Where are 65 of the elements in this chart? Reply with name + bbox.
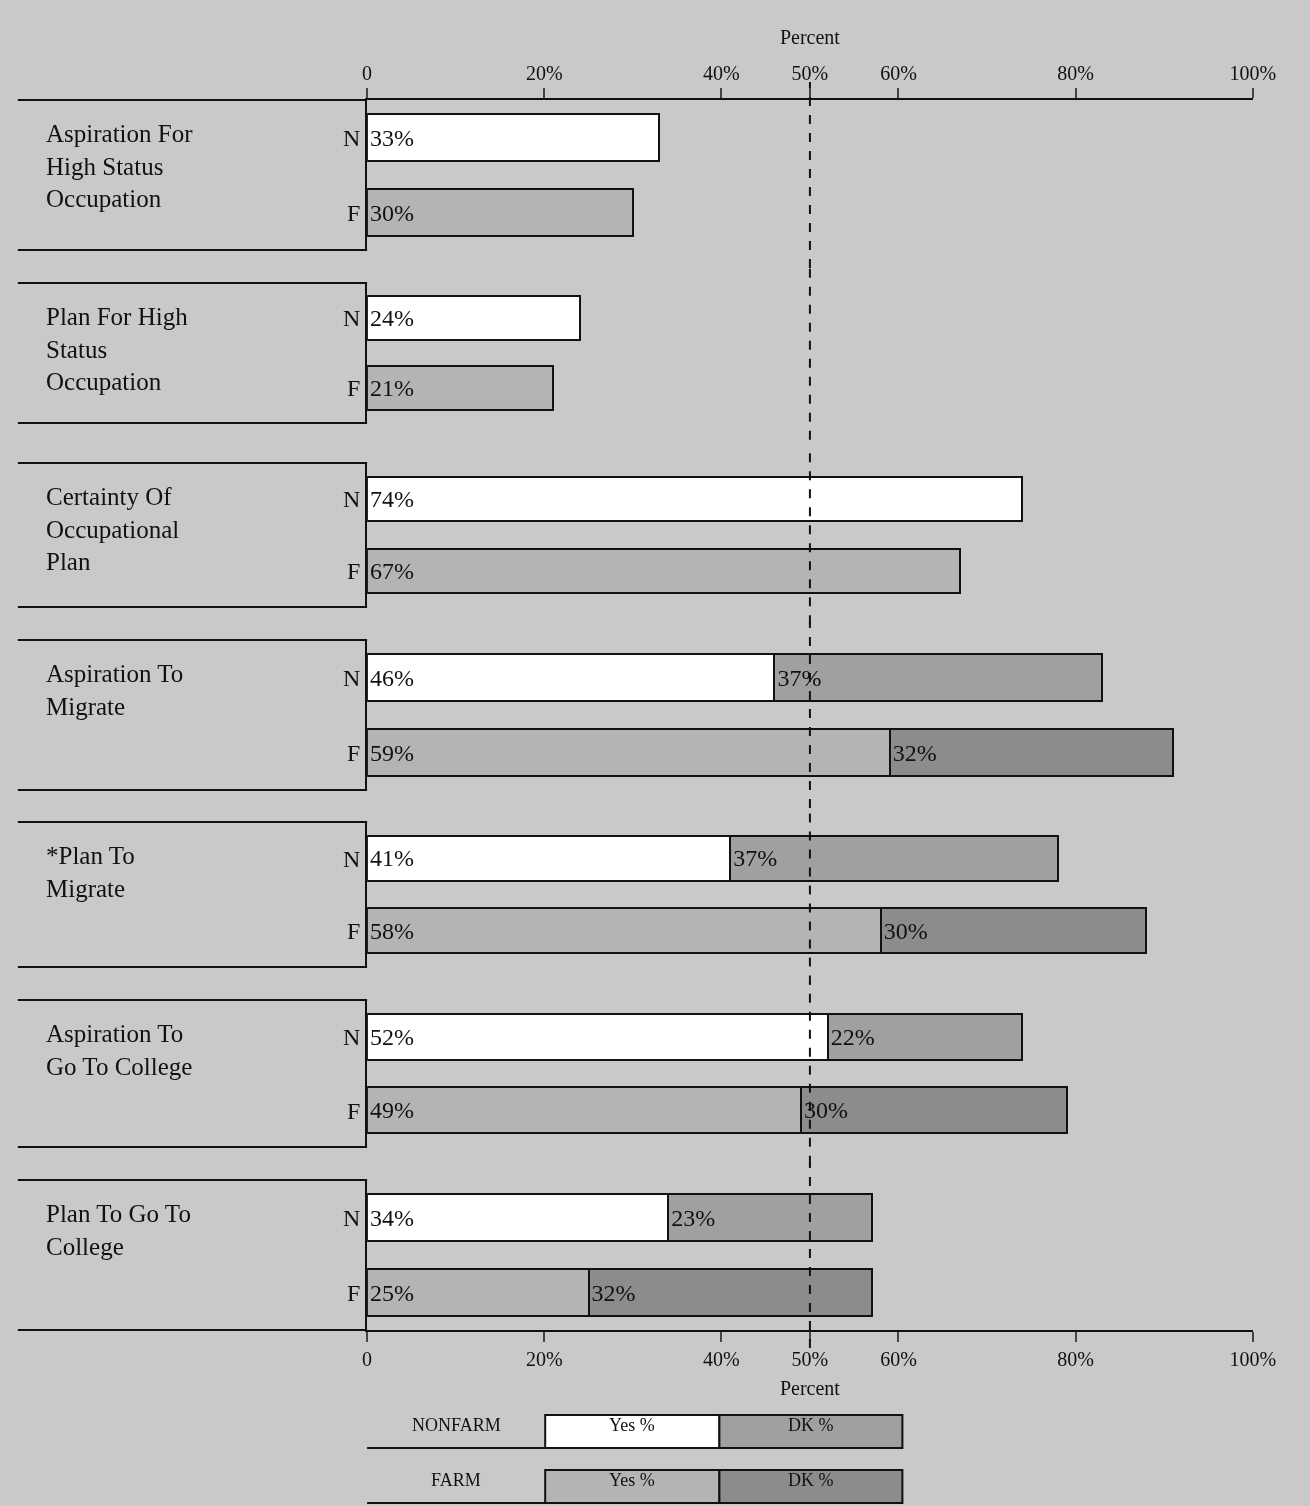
x-tick-label: 40%: [703, 62, 740, 84]
x-tick-label: 40%: [703, 1348, 740, 1370]
y-axis-title: Plan To Go To College: [46, 1200, 191, 1260]
text: DK %: [788, 1470, 834, 1490]
x-tick-label: 50%: [791, 1348, 829, 1370]
x-tick-label: 100%: [1229, 62, 1277, 84]
data-label: 37%: [733, 845, 778, 872]
data-label: 22%: [830, 1023, 875, 1050]
data-label: 58%: [370, 917, 415, 944]
x-tick-label: 60%: [880, 62, 917, 84]
text: FARM: [431, 1470, 481, 1490]
data-label: 32%: [591, 1279, 636, 1306]
data-label: 24%: [370, 305, 415, 331]
data-label: 30%: [804, 1097, 849, 1124]
y-axis-title: Aspiration To Migrate: [46, 660, 184, 720]
x-tick-label: 100%: [1229, 1348, 1277, 1370]
data-label: 23%: [671, 1204, 716, 1231]
data-label: 37%: [777, 664, 822, 691]
data-label: 32%: [892, 739, 937, 766]
x-tick-label: 0: [362, 1348, 373, 1370]
y-tick-label: F: [346, 199, 361, 226]
text: Yes %: [609, 1470, 655, 1490]
data-label: 34%: [370, 1204, 415, 1231]
y-tick-label: F: [346, 1097, 361, 1124]
x-axis-title: Percent: [779, 26, 841, 48]
text: DK %: [788, 1415, 834, 1435]
text: NONFARM: [412, 1415, 501, 1435]
y-axis-title: Aspiration To Go To College: [46, 1020, 193, 1080]
data-label: 49%: [370, 1097, 415, 1124]
data-label: 46%: [370, 664, 415, 691]
data-label: 74%: [370, 486, 415, 512]
data-label: 52%: [370, 1023, 415, 1050]
y-tick-label: F: [346, 375, 361, 402]
y-axis-title: Certainty Of Occupational Plan: [46, 483, 180, 575]
x-axis-title: Percent: [779, 1377, 841, 1399]
x-tick-label: 80%: [1057, 62, 1094, 84]
y-tick-label: N: [342, 1024, 361, 1051]
data-label: 33%: [370, 124, 415, 151]
y-tick-label: F: [346, 918, 361, 945]
data-label: 25%: [370, 1279, 415, 1306]
x-tick-label: 60%: [880, 1348, 917, 1370]
data-label: 41%: [370, 845, 415, 872]
data-label: 67%: [370, 558, 415, 584]
y-tick-label: N: [342, 124, 361, 151]
y-axis-title: Plan For High Status Occupation: [46, 303, 189, 395]
data-label: 21%: [370, 375, 415, 401]
y-tick-label: N: [342, 305, 361, 332]
x-tick-label: 0: [362, 62, 373, 84]
y-tick-label: N: [342, 845, 361, 872]
data-label: 30%: [883, 917, 928, 944]
text: Yes %: [609, 1415, 655, 1435]
y-tick-label: N: [342, 486, 361, 513]
x-tick-label: 20%: [525, 1348, 563, 1370]
x-tick-label: 50%: [791, 62, 829, 84]
y-tick-label: N: [342, 1204, 361, 1231]
data-label: 30%: [370, 199, 415, 226]
x-tick-label: 80%: [1057, 1348, 1094, 1370]
y-axis-title: Aspiration For High Status Occupation: [46, 120, 194, 212]
data-label: 59%: [370, 739, 415, 766]
x-tick-label: 20%: [525, 62, 563, 84]
y-axis-title: *Plan To Migrate: [46, 842, 135, 902]
y-tick-label: N: [342, 664, 361, 691]
y-tick-label: F: [346, 558, 361, 585]
y-tick-label: F: [346, 739, 361, 766]
y-tick-label: F: [346, 1279, 361, 1306]
